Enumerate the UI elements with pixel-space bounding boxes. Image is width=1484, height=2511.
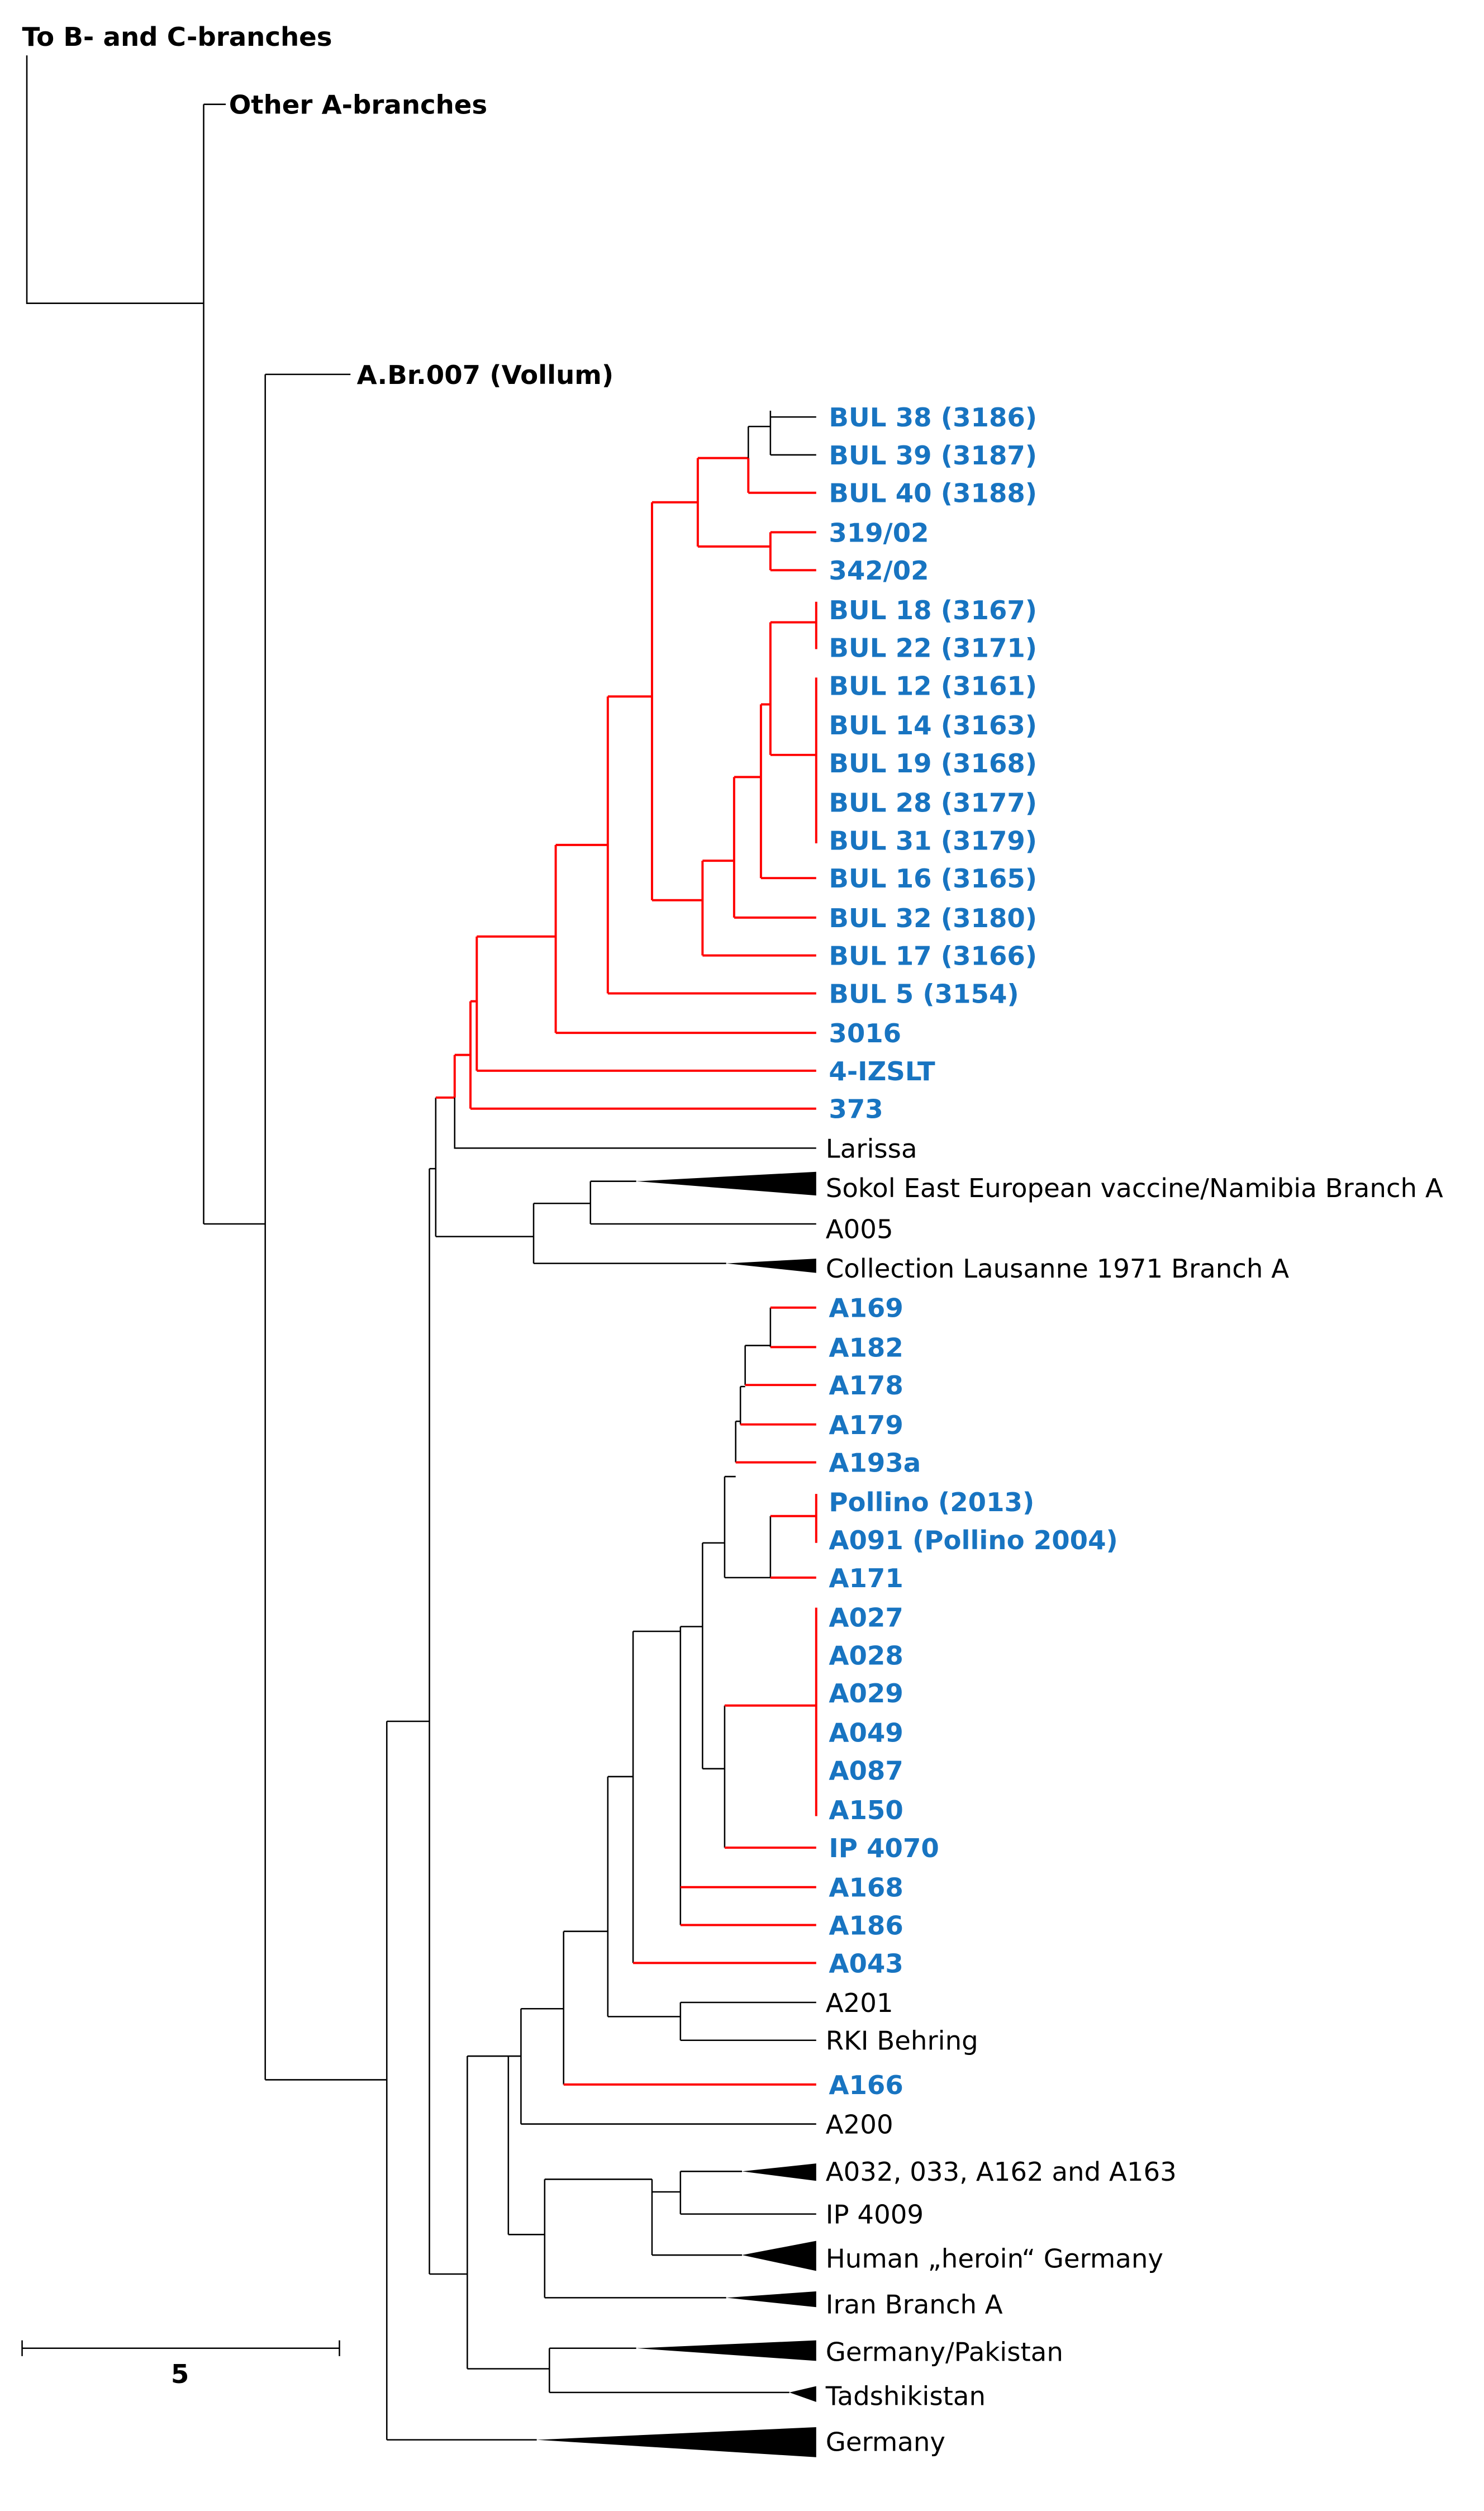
leaf-label: BUL 40 (3188) — [829, 478, 1037, 509]
leaf-label: A028 — [829, 1640, 903, 1670]
leaf-label: BUL 31 (3179) — [829, 825, 1037, 856]
leaf-label: A043 — [829, 1948, 903, 1978]
leaf-label: A049 — [829, 1718, 903, 1748]
leaf-labels: BUL 38 (3186) BUL 39 (3187) BUL 40 (3188) 3… — [825, 402, 1443, 2457]
leaf-label: A182 — [829, 1332, 903, 1363]
leaf-label: IP 4009 — [826, 2200, 924, 2230]
leaf-label: RKI Behring — [826, 2026, 978, 2056]
leaf-label: A178 — [829, 1370, 903, 1401]
leaf-label: 342/02 — [829, 556, 929, 586]
collapsed-clade-label: Germany — [826, 2427, 945, 2457]
scale-bar-label: 5 — [171, 2359, 189, 2389]
collapsed-clade-label: Collection Lausanne 1971 Branch A — [826, 1254, 1290, 1284]
leaf-label: 3016 — [829, 1018, 901, 1048]
leaf-label: A193a — [829, 1448, 921, 1478]
leaf-label: BUL 19 (3168) — [829, 748, 1037, 779]
collapsed-clade-label: Germany/Pakistan — [826, 2337, 1063, 2367]
leaf-label: 319/02 — [829, 518, 929, 548]
leaf-label: BUL 12 (3161) — [829, 671, 1037, 701]
collapsed-clade-label: Sokol East European vaccine/Namibia Bran… — [826, 1173, 1443, 1203]
leaf-label: A168 — [829, 1873, 903, 1903]
leaf-label: A150 — [829, 1795, 903, 1825]
leaf-label: A166 — [829, 2070, 903, 2100]
leaf-label: IP 4070 — [829, 1833, 939, 1863]
leaf-label: 4-IZSLT — [829, 1056, 935, 1086]
leaf-label: A186 — [829, 1910, 903, 1940]
leaf-label: BUL 22 (3171) — [829, 633, 1037, 663]
leaf-label: BUL 16 (3165) — [829, 863, 1037, 894]
outgroup-label: To B- and C-branches — [22, 22, 332, 52]
leaf-label: A201 — [826, 1988, 893, 2018]
leaf-label: A171 — [829, 1563, 903, 1593]
leaf-label: A029 — [829, 1678, 903, 1708]
other-a-branches-label: Other A-branches — [229, 90, 487, 120]
leaf-label: Pollino (2013) — [829, 1487, 1034, 1517]
scale-bar: 5 — [21, 2340, 340, 2389]
leaf-label: A027 — [829, 1603, 903, 1633]
leaf-label: A087 — [829, 1756, 903, 1786]
collapsed-clade-label: A032, 033, A162 and A163 — [826, 2157, 1177, 2187]
collapsed-clade-label: Human „heroin“ Germany — [826, 2244, 1163, 2274]
leaf-label: BUL 17 (3166) — [829, 941, 1037, 971]
leaf-label: A200 — [826, 2109, 893, 2139]
leaf-label: BUL 38 (3186) — [829, 402, 1037, 433]
collapsed-clade-label: Iran Branch A — [826, 2290, 1003, 2320]
tree-branches — [26, 55, 817, 2457]
leaf-label: A169 — [829, 1293, 903, 1323]
leaf-label: BUL 5 (3154) — [829, 979, 1019, 1009]
collapsed-clade-label: Tadshikistan — [825, 2381, 986, 2411]
leaf-label: BUL 32 (3180) — [829, 903, 1037, 933]
leaf-label: Larissa — [826, 1133, 917, 1164]
leaf-label: BUL 18 (3167) — [829, 595, 1037, 625]
leaf-label: A179 — [829, 1410, 903, 1440]
leaf-label: BUL 14 (3163) — [829, 710, 1037, 741]
leaf-label: 373 — [829, 1094, 883, 1124]
leaf-label: BUL 28 (3177) — [829, 788, 1037, 818]
leaf-label: BUL 39 (3187) — [829, 440, 1037, 471]
leaf-label: A091 (Pollino 2004) — [829, 1525, 1117, 1555]
vollum-label: A.Br.007 (Vollum) — [357, 360, 614, 390]
leaf-label: A005 — [826, 1214, 893, 1244]
